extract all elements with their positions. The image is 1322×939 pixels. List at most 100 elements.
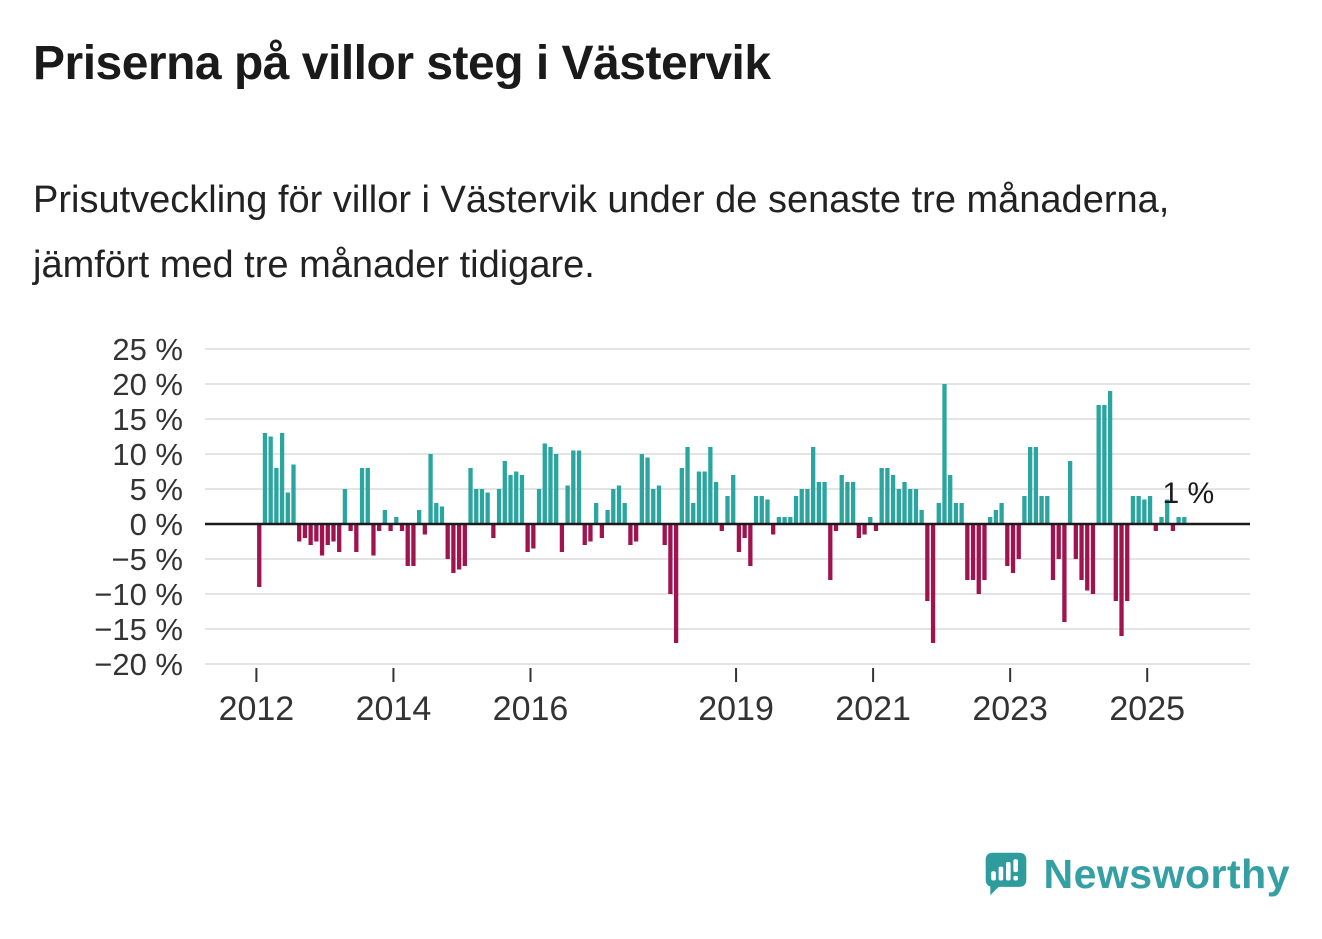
bar	[319, 524, 325, 556]
bar	[439, 506, 445, 524]
bar	[850, 482, 856, 524]
bar	[1039, 496, 1044, 524]
bar	[1056, 524, 1061, 559]
bar	[885, 468, 890, 524]
y-axis-tick-label: −15 %	[94, 612, 183, 647]
bar	[531, 524, 536, 549]
last-value-annotation: 1 %	[1162, 477, 1214, 510]
bar	[713, 482, 719, 524]
bar	[890, 475, 896, 524]
bar	[1142, 499, 1147, 524]
newsworthy-logo-icon	[985, 852, 1026, 896]
bar	[594, 503, 599, 524]
bar	[748, 524, 753, 566]
bar	[725, 496, 730, 524]
bar	[1107, 391, 1113, 524]
x-axis-tick-label: 2023	[972, 690, 1048, 728]
bar	[771, 524, 776, 535]
bar	[936, 503, 941, 524]
bar	[930, 524, 936, 643]
bar	[622, 503, 627, 524]
bar	[262, 433, 268, 524]
bar	[811, 447, 816, 524]
bar	[1045, 496, 1050, 524]
bar	[1062, 524, 1067, 622]
y-axis-tick-label: −20 %	[94, 647, 183, 682]
bar	[702, 471, 707, 524]
bar	[873, 524, 879, 531]
bar	[291, 464, 296, 524]
bar	[645, 457, 650, 524]
bar	[491, 524, 496, 538]
chart-subtitle: Prisutveckling för villor i Västervik un…	[33, 179, 1170, 286]
newsworthy-brand: Newsworthy	[982, 849, 1291, 899]
y-axis-tick-label: 0 %	[130, 507, 183, 542]
bar	[833, 524, 839, 531]
bar	[605, 510, 610, 524]
bar	[879, 468, 884, 524]
bar	[359, 468, 365, 524]
bar	[479, 489, 485, 524]
bar	[708, 447, 713, 524]
bar	[759, 496, 764, 524]
bar	[982, 524, 987, 580]
bar	[611, 489, 616, 524]
bar	[536, 489, 542, 524]
bar	[565, 485, 570, 524]
bar	[1022, 496, 1027, 524]
bar	[588, 524, 593, 542]
bar	[753, 496, 759, 524]
y-axis-tick-label: 5 %	[130, 472, 183, 507]
bar	[388, 524, 393, 531]
bar	[1096, 405, 1101, 524]
logo-bar-3	[1005, 862, 1011, 881]
logo-exclamation-stem	[1012, 859, 1018, 873]
bar	[422, 524, 427, 535]
bar	[582, 524, 587, 545]
bar	[1176, 517, 1181, 524]
bar	[1067, 461, 1073, 524]
bar	[828, 524, 833, 580]
bar	[1102, 405, 1107, 524]
bar	[405, 524, 410, 566]
bar	[268, 436, 273, 524]
bar	[377, 524, 382, 531]
bar	[736, 524, 742, 552]
y-axis-tick-label: −5 %	[111, 542, 183, 577]
bar	[302, 524, 308, 538]
x-axis-tick-label: 2019	[698, 690, 774, 728]
bar	[348, 524, 353, 531]
bar	[862, 524, 867, 535]
bar	[656, 485, 662, 524]
bar	[496, 489, 502, 524]
bar	[542, 443, 547, 524]
bar	[765, 499, 770, 524]
bar	[502, 461, 507, 524]
bar	[691, 503, 696, 524]
bar	[279, 433, 285, 524]
bar	[633, 524, 639, 542]
bar	[416, 510, 422, 524]
bar	[628, 524, 633, 545]
bar	[1113, 524, 1118, 601]
price-bar-chart: 25 %20 %15 %10 %5 %0 %−5 %−10 %−15 %−20 …	[94, 332, 1250, 728]
bar	[925, 524, 930, 601]
bar	[411, 524, 416, 566]
bar	[673, 524, 679, 643]
y-axis-tick-label: −10 %	[94, 577, 183, 612]
bar	[993, 510, 999, 524]
bar	[519, 475, 525, 524]
bar	[970, 524, 976, 580]
bar	[696, 471, 702, 524]
bar	[525, 524, 530, 552]
y-axis-tick-label: 10 %	[112, 437, 183, 472]
logo-bar-1	[990, 871, 996, 881]
bar	[1010, 524, 1016, 573]
logo-bubble-tail	[989, 885, 1000, 896]
bar	[1073, 524, 1078, 559]
bar	[428, 454, 433, 524]
bar	[896, 489, 901, 524]
bar	[314, 524, 319, 542]
bar	[988, 517, 993, 524]
